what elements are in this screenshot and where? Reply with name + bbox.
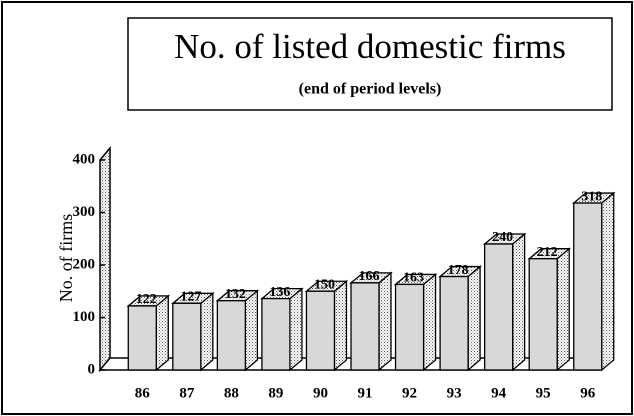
value-label: 318 [581, 189, 602, 204]
y-axis-label: No. of firms [56, 214, 76, 303]
x-tick-label: 89 [268, 385, 283, 401]
bar [439, 275, 469, 371]
x-tick-label: 94 [491, 385, 507, 401]
bar-side [422, 273, 437, 372]
bar [528, 258, 558, 371]
x-tick-label: 95 [536, 385, 551, 401]
x-tick-label: 88 [224, 385, 239, 401]
bar-side [511, 232, 526, 372]
bar-side [244, 289, 259, 372]
value-label: 178 [448, 263, 469, 278]
y-tick-label: 200 [73, 256, 96, 272]
x-tick-label: 96 [580, 385, 596, 401]
x-tick-label: 86 [135, 385, 151, 401]
x-tick-label: 91 [358, 385, 373, 401]
bar-side [378, 271, 392, 372]
bar [127, 305, 157, 371]
chart-title: No. of listed domestic firms [174, 27, 566, 66]
value-label: 150 [314, 277, 335, 292]
bar-side [200, 291, 214, 372]
bar-side [333, 279, 348, 372]
bar [483, 243, 514, 371]
title-box [127, 17, 613, 111]
bar [261, 297, 291, 371]
chart-subtitle: (end of period levels) [299, 81, 442, 98]
x-tick-label: 93 [447, 385, 462, 401]
bar [305, 290, 336, 371]
bar [172, 302, 202, 371]
bar [573, 202, 603, 371]
y-tick-label: 400 [73, 151, 96, 167]
y-tick-label: 300 [73, 204, 96, 220]
bar [350, 282, 380, 371]
x-tick-label: 90 [313, 385, 328, 401]
bar-side [601, 191, 615, 372]
y-tick-label: 100 [73, 309, 96, 325]
bar-side [289, 287, 303, 372]
value-label: 166 [359, 269, 380, 284]
bar-side [467, 265, 481, 372]
bar-side [155, 294, 169, 372]
value-label: 163 [403, 271, 424, 286]
x-tick-label: 92 [402, 385, 417, 401]
value-label: 136 [269, 285, 290, 300]
value-label: 240 [492, 230, 513, 245]
x-tick-label: 87 [179, 385, 195, 401]
bar [216, 300, 247, 371]
value-label: 212 [537, 245, 558, 260]
bar-side [556, 247, 570, 372]
side-wall [99, 145, 111, 373]
y-tick-label: 0 [88, 361, 96, 377]
value-label: 122 [136, 292, 157, 307]
value-label: 127 [180, 290, 201, 305]
bar [394, 283, 425, 371]
value-label: 132 [225, 287, 246, 302]
